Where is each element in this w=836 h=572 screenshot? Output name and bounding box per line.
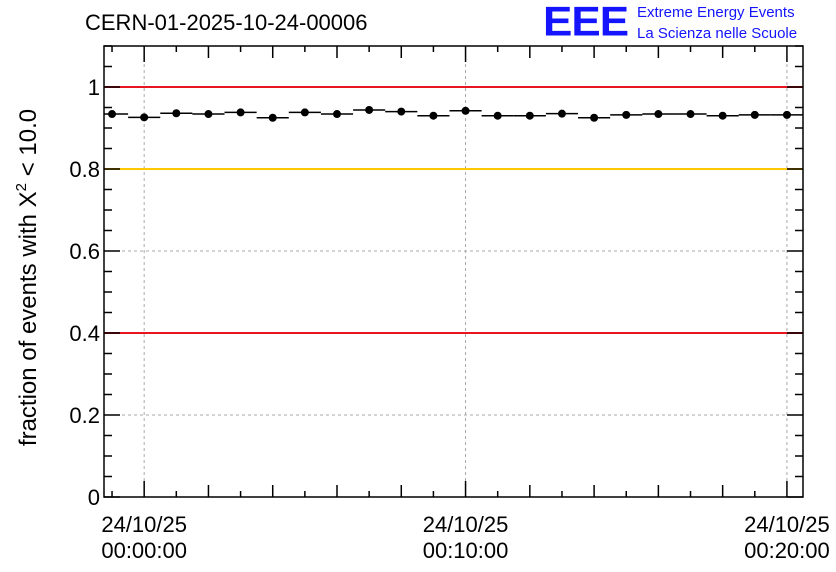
chart-title: CERN-01-2025-10-24-00006 [85,10,368,35]
data-point [172,109,181,118]
x-tick-date-label: 24/10/25 [423,512,509,537]
data-point [108,110,117,119]
axis-ticks [104,45,803,498]
data-point [654,110,663,119]
data-point [429,111,438,120]
x-tick-date-label: 24/10/25 [101,512,187,537]
data-point [333,110,341,119]
data-point [140,113,149,122]
data-point [268,113,277,122]
x-tick-time-label: 00:20:00 [744,538,830,563]
data-point [236,108,245,117]
x-tick-date-label: 24/10/25 [744,512,830,537]
data-point [622,110,631,119]
y-axis-label-suffix: < 10.0 [15,109,42,183]
data-point [590,113,599,122]
data-point [461,106,470,115]
data-point [204,110,213,119]
y-axis-label-prefix: fraction of events with X [15,191,42,446]
data-point [718,111,727,120]
y-axis-label: fraction of events with X2 < 10.0 [13,109,42,446]
data-point [493,111,502,120]
data-point [686,110,695,119]
y-tick-label: 0.8 [69,157,100,182]
data-points [104,105,803,122]
logo-text-line-2: La Scienza nelle Scuole [637,25,798,42]
data-point [782,110,791,119]
y-tick-label: 0.4 [69,321,100,346]
data-point [525,111,534,120]
y-tick-label: 0.2 [69,403,100,428]
logo-text-line-1: Extreme Energy Events [637,4,795,21]
tick-labels: 00.20.40.60.8124/10/2500:00:0024/10/2500… [69,75,829,563]
y-tick-label: 0.6 [69,239,100,264]
y-axis-label-superscript: 2 [13,183,30,191]
reference-lines [104,86,803,334]
y-tick-label: 0 [88,485,100,510]
data-point [557,109,566,118]
data-point [750,110,759,119]
data-point [300,108,309,117]
y-tick-label: 1 [88,75,100,100]
x-tick-time-label: 00:00:00 [101,538,187,563]
data-point [365,105,374,114]
eee-logo-mark: EEE [543,0,629,45]
data-point [397,107,406,116]
x-tick-time-label: 00:10:00 [423,538,509,563]
